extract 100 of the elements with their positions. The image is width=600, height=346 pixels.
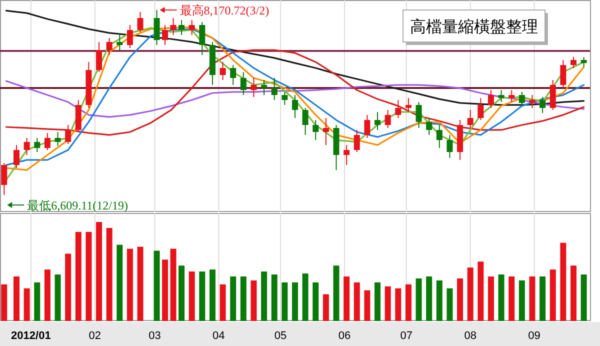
bar <box>488 276 494 321</box>
bar <box>14 276 20 321</box>
bar <box>162 260 168 321</box>
text: 高檔量縮橫盤整理 <box>410 18 538 36</box>
candlestick <box>384 109 391 128</box>
candlestick <box>312 120 319 141</box>
bar <box>54 274 61 321</box>
candlestick <box>364 114 370 138</box>
bar <box>446 288 453 321</box>
candlestick <box>302 107 308 136</box>
bar <box>333 266 340 321</box>
bar <box>312 282 319 321</box>
bar <box>75 232 82 321</box>
bar <box>457 278 464 321</box>
candlestick <box>178 20 185 36</box>
x-tick-label: 06 <box>338 330 351 342</box>
candlestick <box>199 22 206 56</box>
bar <box>364 290 370 321</box>
bar <box>518 280 525 321</box>
x-tick-label: 05 <box>274 330 287 342</box>
bar <box>570 266 576 321</box>
candlestick <box>467 109 474 128</box>
candlestick <box>354 129 360 153</box>
candlestick <box>24 137 30 156</box>
candlestick <box>436 124 442 148</box>
bar <box>282 282 288 321</box>
bar <box>560 242 566 321</box>
candlestick <box>14 144 20 168</box>
candlestick <box>282 91 288 106</box>
bar <box>230 276 236 321</box>
bar <box>250 280 257 321</box>
x-tick-label: 2012/01 <box>11 330 51 342</box>
annotation: 最低6,609.11(12/19) <box>27 198 128 212</box>
candlestick <box>137 11 144 32</box>
candlestick <box>529 94 536 108</box>
candlestick <box>560 59 566 89</box>
bar <box>199 272 206 321</box>
candlestick <box>344 144 350 166</box>
bar <box>178 266 185 321</box>
candlestick <box>170 18 176 36</box>
candlestick <box>126 24 133 48</box>
bar <box>478 262 484 321</box>
candlestick <box>570 56 576 69</box>
candlestick <box>96 41 102 73</box>
candlestick <box>240 72 246 96</box>
bar <box>209 270 216 321</box>
bar <box>261 272 268 321</box>
candlestick <box>405 97 412 112</box>
bar <box>529 276 536 321</box>
candlestick <box>488 90 494 108</box>
candlestick <box>416 102 422 128</box>
candlestick <box>116 34 123 51</box>
candlestick <box>188 20 195 36</box>
candlestick <box>44 132 50 150</box>
bar <box>540 276 546 321</box>
bar <box>467 268 474 321</box>
bar <box>416 278 422 321</box>
bar <box>436 280 442 321</box>
candlestick <box>580 56 587 68</box>
candlestick <box>106 38 112 56</box>
candlestick <box>220 61 226 80</box>
candlestick <box>154 10 160 46</box>
x-tick-label: 04 <box>212 330 225 342</box>
bar <box>126 248 133 321</box>
candlestick <box>65 124 72 144</box>
candlestick <box>34 137 40 153</box>
bar <box>137 246 144 321</box>
bar <box>170 248 176 321</box>
bar <box>302 273 308 321</box>
candlestick <box>1 162 8 196</box>
candlestick <box>292 94 298 119</box>
bar <box>220 284 226 321</box>
candlestick <box>261 79 268 96</box>
bar <box>550 270 556 321</box>
candlestick <box>162 24 168 46</box>
x-tick-label: 03 <box>148 330 161 342</box>
candlestick <box>478 97 484 121</box>
bar <box>354 282 360 321</box>
bar <box>384 286 391 321</box>
bar <box>292 282 298 321</box>
bar <box>405 284 412 321</box>
bar <box>498 274 504 321</box>
bar <box>374 282 381 321</box>
bar <box>188 272 195 321</box>
candlestick <box>508 90 515 103</box>
bar <box>580 274 587 321</box>
bar <box>240 276 246 321</box>
x-tick-label: 09 <box>528 330 540 342</box>
candlestick <box>550 79 556 110</box>
candlestick <box>395 100 402 119</box>
bar <box>86 232 92 321</box>
candlestick <box>374 111 381 130</box>
bar <box>508 276 515 321</box>
candlestick <box>446 134 453 158</box>
x-tick-label: 07 <box>400 330 413 342</box>
candlestick <box>498 90 504 103</box>
x-tick-label: 02 <box>88 330 102 342</box>
candlestick <box>54 131 61 146</box>
bar <box>34 282 40 321</box>
candlestick <box>426 118 432 136</box>
